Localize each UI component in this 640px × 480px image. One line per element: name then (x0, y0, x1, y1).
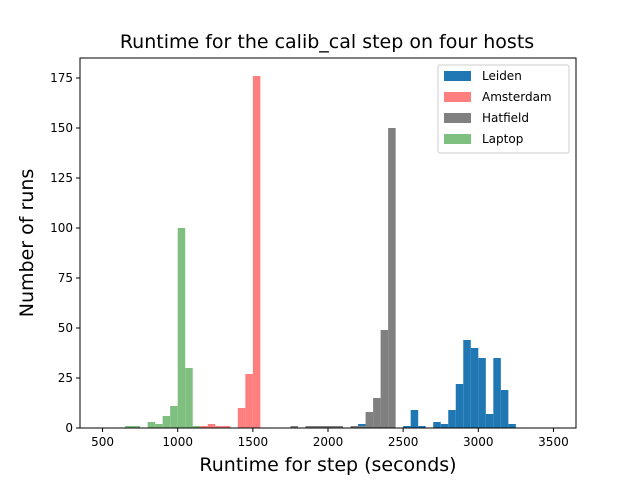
bar-leiden-3100 (493, 358, 501, 428)
x-tick-label: 2000 (313, 435, 344, 449)
bar-hatfield-2000 (328, 426, 336, 428)
bar-leiden-2550 (410, 410, 419, 428)
y-tick-label: 25 (58, 371, 73, 385)
plot-area (125, 76, 516, 428)
plot-frame (79, 57, 577, 429)
y-tick-label: 175 (50, 71, 73, 85)
bar-leiden-3050 (485, 414, 494, 428)
x-tick-label: 2500 (388, 435, 419, 449)
bar-leiden-2900 (463, 340, 471, 428)
bar-hatfield-2400 (388, 128, 396, 428)
legend-swatch-leiden (444, 71, 471, 81)
x-tick-label: 3500 (538, 435, 569, 449)
bar-laptop-850 (155, 424, 163, 428)
bar-laptop-1000 (177, 228, 186, 428)
x-tick-label: 1000 (162, 435, 193, 449)
bar-amsterdam-1450 (245, 374, 253, 428)
bar-amsterdam-1200 (207, 424, 216, 428)
x-tick-label: 1500 (238, 435, 269, 449)
x-axis-ticks: 500 1000 1500 2000 2500 3000 3500 (91, 428, 569, 449)
legend-swatch-hatfield (444, 113, 471, 123)
bar-hatfield-1950 (320, 426, 328, 428)
x-tick-label: 500 (91, 435, 114, 449)
bar-hatfield-2150 (350, 426, 359, 428)
legend: Leiden Amsterdam Hatfield Laptop (437, 64, 570, 154)
legend-swatch-amsterdam (444, 92, 471, 102)
chart-title: Runtime for the calib_cal step on four h… (120, 31, 534, 53)
y-tick-label: 100 (50, 221, 73, 235)
bar-leiden-2850 (455, 384, 464, 428)
bar-amsterdam-1400 (237, 408, 246, 428)
y-tick-label: 75 (58, 271, 73, 285)
y-axis-label: Number of runs (16, 169, 38, 318)
x-axis-label: Runtime for step (seconds) (199, 454, 456, 476)
bar-laptop-650 (125, 426, 133, 428)
y-axis-ticks: 0 25 50 75 100 125 150 175 (50, 71, 80, 435)
bar-leiden-3150 (500, 390, 509, 428)
bar-laptop-700 (132, 426, 141, 428)
bar-leiden-2750 (440, 424, 449, 428)
legend-swatch-laptop (444, 134, 471, 144)
legend-label-laptop: Laptop (482, 132, 523, 146)
bar-hatfield-1900 (312, 426, 321, 428)
bar-laptop-950 (170, 406, 178, 428)
bar-leiden-2800 (448, 410, 456, 428)
legend-label-hatfield: Hatfield (482, 111, 529, 125)
bar-hatfield-2250 (365, 412, 374, 428)
y-tick-label: 125 (50, 171, 73, 185)
legend-box (437, 64, 570, 154)
x-tick-label: 3000 (463, 435, 494, 449)
bar-hatfield-2200 (358, 426, 366, 428)
bar-amsterdam-1500 (252, 76, 261, 428)
bar-hatfield-1750 (290, 426, 298, 428)
bar-laptop-1100 (192, 426, 201, 428)
bar-laptop-1050 (185, 368, 193, 428)
y-tick-label: 0 (65, 421, 73, 435)
bar-amsterdam-1300 (222, 426, 231, 428)
legend-label-amsterdam: Amsterdam (482, 90, 552, 104)
bar-amsterdam-1150 (200, 426, 208, 428)
bar-leiden-3200 (508, 424, 516, 428)
legend-label-leiden: Leiden (482, 69, 522, 83)
bar-leiden-2700 (433, 422, 441, 428)
bar-laptop-800 (147, 422, 156, 428)
bar-leiden-2950 (470, 348, 479, 428)
bar-leiden-3000 (478, 358, 486, 428)
bar-leiden-2600 (418, 426, 426, 428)
bar-hatfield-1850 (305, 426, 313, 428)
y-tick-label: 150 (50, 121, 73, 135)
bar-hatfield-2300 (373, 398, 381, 428)
bar-laptop-900 (162, 416, 171, 428)
bar-amsterdam-1250 (215, 426, 223, 428)
bar-hatfield-2050 (335, 426, 344, 428)
bar-leiden-2500 (403, 426, 411, 428)
y-tick-label: 50 (58, 321, 73, 335)
bar-hatfield-2350 (380, 330, 389, 428)
